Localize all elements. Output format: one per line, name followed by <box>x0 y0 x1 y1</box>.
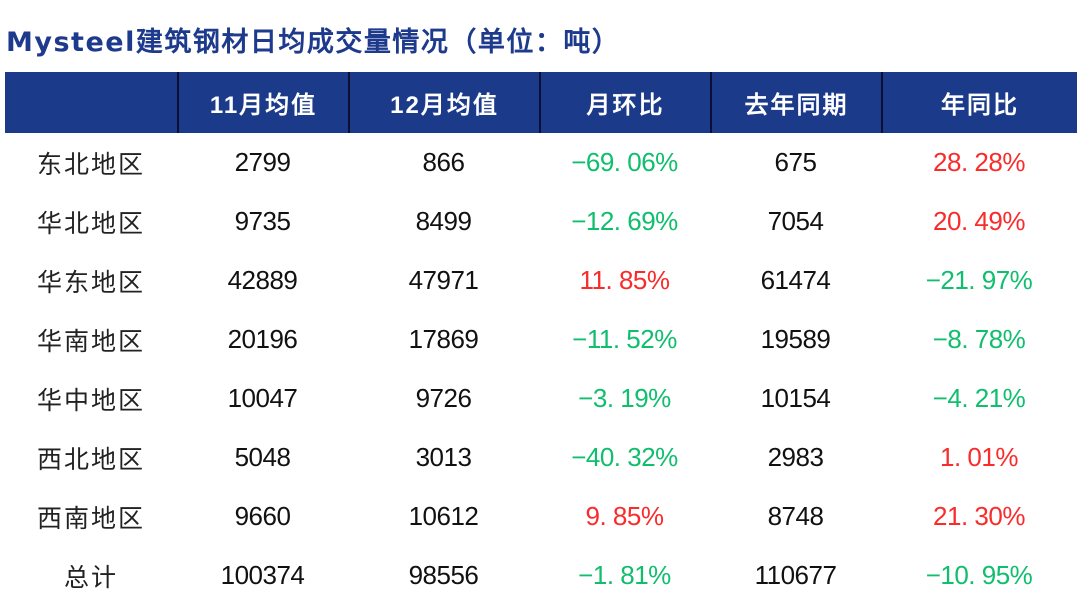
nov-avg-value: 100374 <box>220 560 305 590</box>
dec-avg-value: 10612 <box>408 501 479 531</box>
dec-avg-value: 3013 <box>415 442 472 472</box>
dec-avg-value: 17869 <box>408 324 479 354</box>
mom-value: −1. 81% <box>578 560 671 590</box>
nov-avg-value: 10047 <box>227 383 298 413</box>
table-row-dongbei: 东北地区 2799 866 −69. 06% 675 28. 28% <box>5 133 1077 192</box>
nov-avg-value: 20196 <box>227 324 298 354</box>
table-row-huabei: 华北地区 9735 8499 −12. 69% 7054 20. 49% <box>5 192 1077 251</box>
region-label: 总计 <box>63 564 118 592</box>
table-row-xinan: 西南地区 9660 10612 9. 85% 8748 21. 30% <box>5 487 1077 546</box>
nov-avg-value: 9660 <box>234 501 291 531</box>
last-year-value: 110677 <box>754 560 837 590</box>
last-year-value: 8748 <box>767 501 824 531</box>
yoy-value: 1. 01% <box>940 442 1018 472</box>
last-year-value: 2983 <box>767 442 824 472</box>
yoy-value: 28. 28% <box>933 147 1025 177</box>
region-label: 华东地区 <box>36 269 145 297</box>
region-label: 东北地区 <box>36 151 145 179</box>
yoy-value: 21. 30% <box>933 501 1025 531</box>
header-cell-yoy: 年同比 <box>881 72 1077 133</box>
mom-value: −40. 32% <box>571 442 678 472</box>
dec-avg-value: 866 <box>422 147 465 177</box>
nov-avg-value: 9735 <box>234 206 291 236</box>
table-header-row: 11月均值 12月均值 月环比 去年同期 年同比 <box>5 72 1077 133</box>
yoy-value: −10. 95% <box>925 560 1033 590</box>
nov-avg-value: 2799 <box>234 147 291 177</box>
table-row-huazhong: 华中地区 10047 9726 −3. 19% 10154 −4. 21% <box>5 369 1077 428</box>
page-title: Mysteel建筑钢材日均成交量情况（单位：吨） <box>6 27 621 58</box>
yoy-value: 20. 49% <box>933 206 1025 236</box>
nov-avg-value: 5048 <box>234 442 291 472</box>
region-label: 华南地区 <box>36 328 145 356</box>
nov-avg-value: 42889 <box>227 265 298 295</box>
dec-avg-value: 47971 <box>408 265 479 295</box>
last-year-value: 19589 <box>760 324 831 354</box>
last-year-value: 675 <box>774 147 817 177</box>
mom-value: −12. 69% <box>571 206 678 236</box>
mom-value: −69. 06% <box>571 147 678 177</box>
last-year-value: 7054 <box>767 206 824 236</box>
mom-value: −3. 19% <box>578 383 671 413</box>
region-label: 西北地区 <box>36 446 145 474</box>
dec-avg-value: 98556 <box>408 560 479 590</box>
region-label: 华中地区 <box>36 387 145 415</box>
table-row-huadong: 华东地区 42889 47971 11. 85% 61474 −21. 97% <box>5 251 1077 310</box>
dec-avg-value: 9726 <box>415 383 472 413</box>
yoy-value: −8. 78% <box>932 324 1026 354</box>
last-year-value: 61474 <box>760 265 831 295</box>
table-row-huanan: 华南地区 20196 17869 −11. 52% 19589 −8. 78% <box>5 310 1077 369</box>
header-cell-region <box>5 72 177 133</box>
mom-value: 11. 85% <box>579 265 670 295</box>
table-row-total: 总计 100374 98556 −1. 81% 110677 −10. 95% <box>5 546 1077 605</box>
header-cell-last-year: 去年同期 <box>710 72 881 133</box>
header-cell-dec-avg: 12月均值 <box>348 72 539 133</box>
dec-avg-value: 8499 <box>415 206 472 236</box>
header-cell-mom: 月环比 <box>539 72 710 133</box>
region-label: 西南地区 <box>36 505 145 533</box>
volume-table: 11月均值 12月均值 月环比 去年同期 年同比 东北地区 2799 866 −… <box>5 72 1077 605</box>
yoy-value: −21. 97% <box>925 265 1033 295</box>
yoy-value: −4. 21% <box>932 383 1026 413</box>
region-label: 华北地区 <box>36 210 145 238</box>
table-row-xibei: 西北地区 5048 3013 −40. 32% 2983 1. 01% <box>5 428 1077 487</box>
header-cell-nov-avg: 11月均值 <box>177 72 348 133</box>
mom-value: −11. 52% <box>572 324 677 354</box>
last-year-value: 10154 <box>760 383 831 413</box>
mom-value: 9. 85% <box>585 501 664 531</box>
